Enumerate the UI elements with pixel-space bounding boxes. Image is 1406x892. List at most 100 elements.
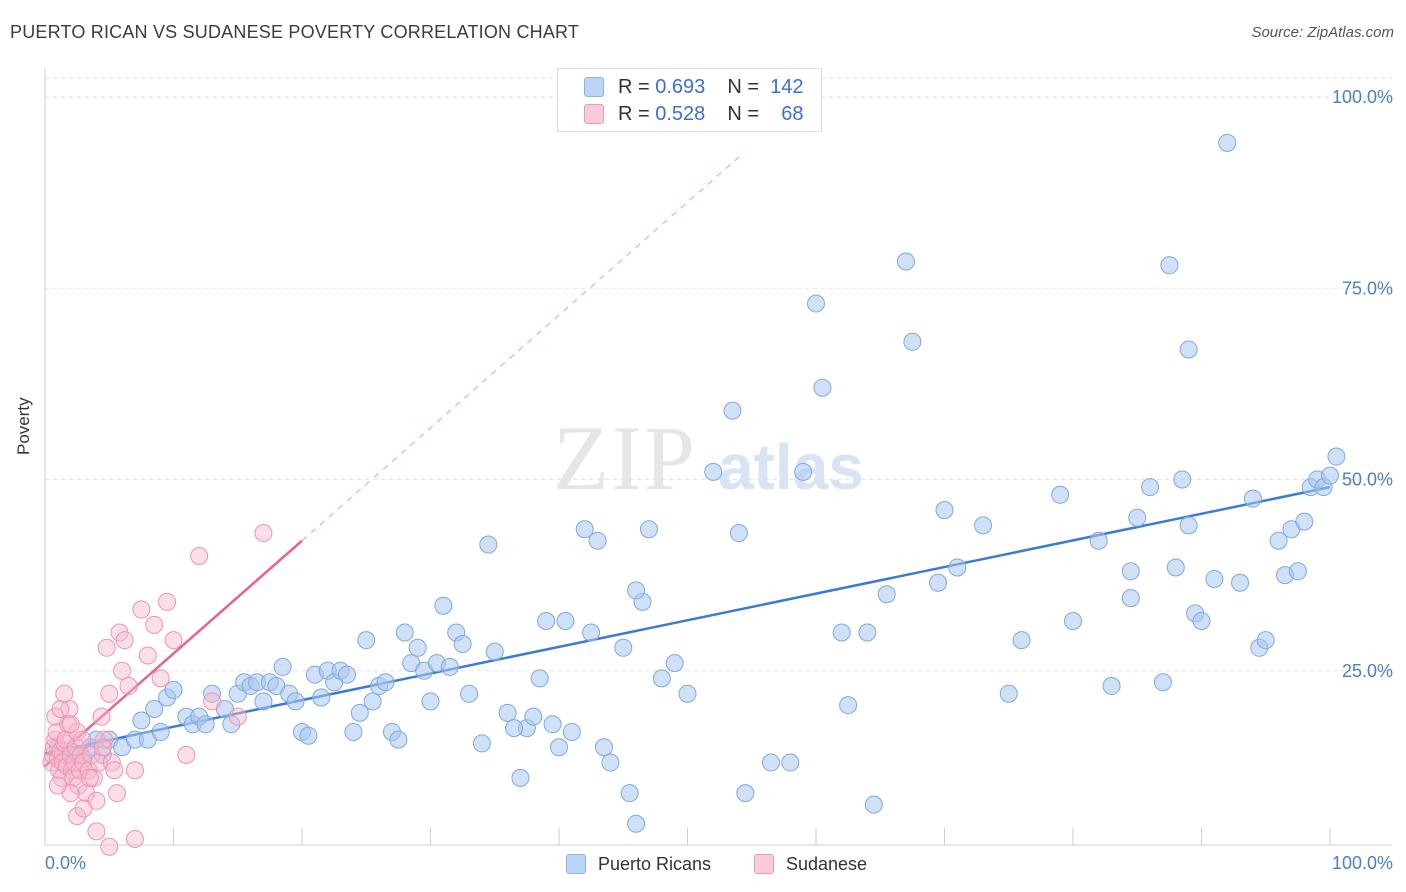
point-puerto-ricans	[132, 711, 151, 730]
point-puerto-ricans	[254, 692, 273, 711]
point-puerto-ricans	[639, 520, 658, 539]
point-puerto-ricans	[337, 665, 356, 684]
bottom-legend-swatch-blue	[566, 854, 586, 874]
point-sudanese	[77, 784, 96, 803]
point-puerto-ricans	[1269, 531, 1288, 550]
trend-line-sudanese	[44, 539, 303, 768]
point-sudanese	[107, 784, 126, 803]
point-puerto-ricans	[286, 692, 305, 711]
point-puerto-ricans	[395, 623, 414, 642]
point-puerto-ricans	[582, 623, 601, 642]
point-sudanese	[100, 837, 119, 856]
point-puerto-ricans	[896, 252, 915, 271]
point-puerto-ricans	[627, 581, 646, 600]
point-puerto-ricans	[273, 657, 292, 676]
point-puerto-ricans	[222, 715, 241, 734]
legend-n-label: N =	[727, 75, 759, 98]
point-puerto-ricans	[948, 558, 967, 577]
point-puerto-ricans	[1179, 340, 1198, 359]
point-puerto-ricans	[807, 294, 825, 313]
point-puerto-ricans	[736, 784, 755, 803]
point-sudanese	[100, 684, 119, 703]
point-puerto-ricans	[1179, 516, 1198, 535]
bottom-legend-label: Puerto Ricans	[598, 853, 712, 874]
point-sudanese	[74, 799, 93, 818]
point-puerto-ricans	[1327, 447, 1346, 466]
point-puerto-ricans	[1166, 558, 1185, 577]
point-puerto-ricans	[1295, 512, 1314, 531]
point-puerto-ricans	[357, 631, 376, 650]
point-puerto-ricans	[575, 520, 594, 539]
point-sudanese	[145, 615, 164, 634]
point-puerto-ricans	[1012, 631, 1031, 650]
bottom-legend-swatch-pink	[754, 854, 774, 874]
point-puerto-ricans	[479, 535, 498, 554]
point-puerto-ricans	[864, 795, 883, 814]
point-puerto-ricans	[363, 692, 382, 711]
point-puerto-ricans	[1121, 562, 1140, 581]
point-sudanese	[97, 638, 116, 657]
tick-labels: 25.0% 50.0% 75.0% 100.0% 0.0% 100.0%	[45, 87, 1393, 873]
point-puerto-ricans	[460, 684, 479, 703]
point-sudanese	[95, 730, 114, 749]
point-puerto-ricans	[652, 669, 671, 688]
point-puerto-ricans	[537, 612, 556, 631]
point-puerto-ricans	[440, 657, 459, 676]
point-puerto-ricans	[999, 684, 1018, 703]
point-puerto-ricans	[729, 524, 748, 543]
point-sudanese	[48, 776, 67, 795]
point-puerto-ricans	[1192, 612, 1211, 631]
point-puerto-ricans	[813, 378, 832, 397]
point-puerto-ricans	[832, 623, 851, 642]
point-sudanese	[113, 661, 132, 680]
legend-swatch-blue	[584, 77, 604, 97]
legend-swatch-pink	[584, 104, 604, 124]
point-puerto-ricans	[1160, 256, 1179, 275]
point-puerto-ricans	[550, 738, 568, 757]
watermark-zip: ZIP	[553, 407, 697, 509]
point-puerto-ricans	[704, 462, 723, 481]
point-puerto-ricans	[312, 688, 331, 707]
point-puerto-ricans	[389, 730, 408, 749]
trend-extension-sudanese	[301, 156, 740, 542]
point-sudanese	[151, 669, 170, 688]
point-puerto-ricans	[376, 673, 395, 692]
point-puerto-ricans	[196, 715, 215, 734]
legend-row-puerto-ricans: R = 0.693 N = 142	[584, 75, 804, 99]
point-puerto-ricans	[601, 753, 620, 772]
y-tick-label: 75.0%	[1342, 278, 1393, 298]
point-puerto-ricans	[530, 669, 549, 688]
point-sudanese	[80, 768, 99, 787]
point-puerto-ricans	[145, 700, 164, 718]
point-sudanese	[105, 761, 124, 780]
trend-lines	[44, 156, 1331, 768]
point-sudanese	[92, 707, 111, 726]
point-puerto-ricans	[858, 623, 877, 642]
point-sudanese	[158, 592, 177, 611]
point-puerto-ricans	[665, 654, 684, 673]
legend-n-label: N =	[727, 102, 759, 125]
point-sudanese	[115, 631, 134, 650]
point-puerto-ricans	[453, 634, 472, 653]
y-tick-label: 100.0%	[1332, 87, 1393, 107]
point-puerto-ricans	[350, 703, 369, 722]
axes	[44, 68, 1392, 846]
point-sudanese	[177, 745, 196, 764]
point-sudanese	[190, 547, 209, 565]
point-puerto-ricans	[1064, 612, 1082, 631]
point-puerto-ricans	[762, 753, 781, 772]
point-sudanese	[228, 707, 247, 726]
point-puerto-ricans	[678, 684, 697, 703]
y-tick-label: 50.0%	[1342, 470, 1393, 490]
point-puerto-ricans	[839, 696, 858, 715]
point-sudanese	[87, 822, 106, 841]
point-puerto-ricans	[1243, 489, 1262, 508]
point-puerto-ricans	[1256, 631, 1275, 650]
point-puerto-ricans	[562, 722, 581, 741]
point-puerto-ricans	[344, 722, 363, 741]
legend-r-label: R =	[618, 75, 650, 98]
point-puerto-ricans	[203, 684, 222, 703]
bottom-legend-puerto-ricans: Puerto Ricans	[566, 852, 711, 876]
point-puerto-ricans	[794, 462, 813, 481]
